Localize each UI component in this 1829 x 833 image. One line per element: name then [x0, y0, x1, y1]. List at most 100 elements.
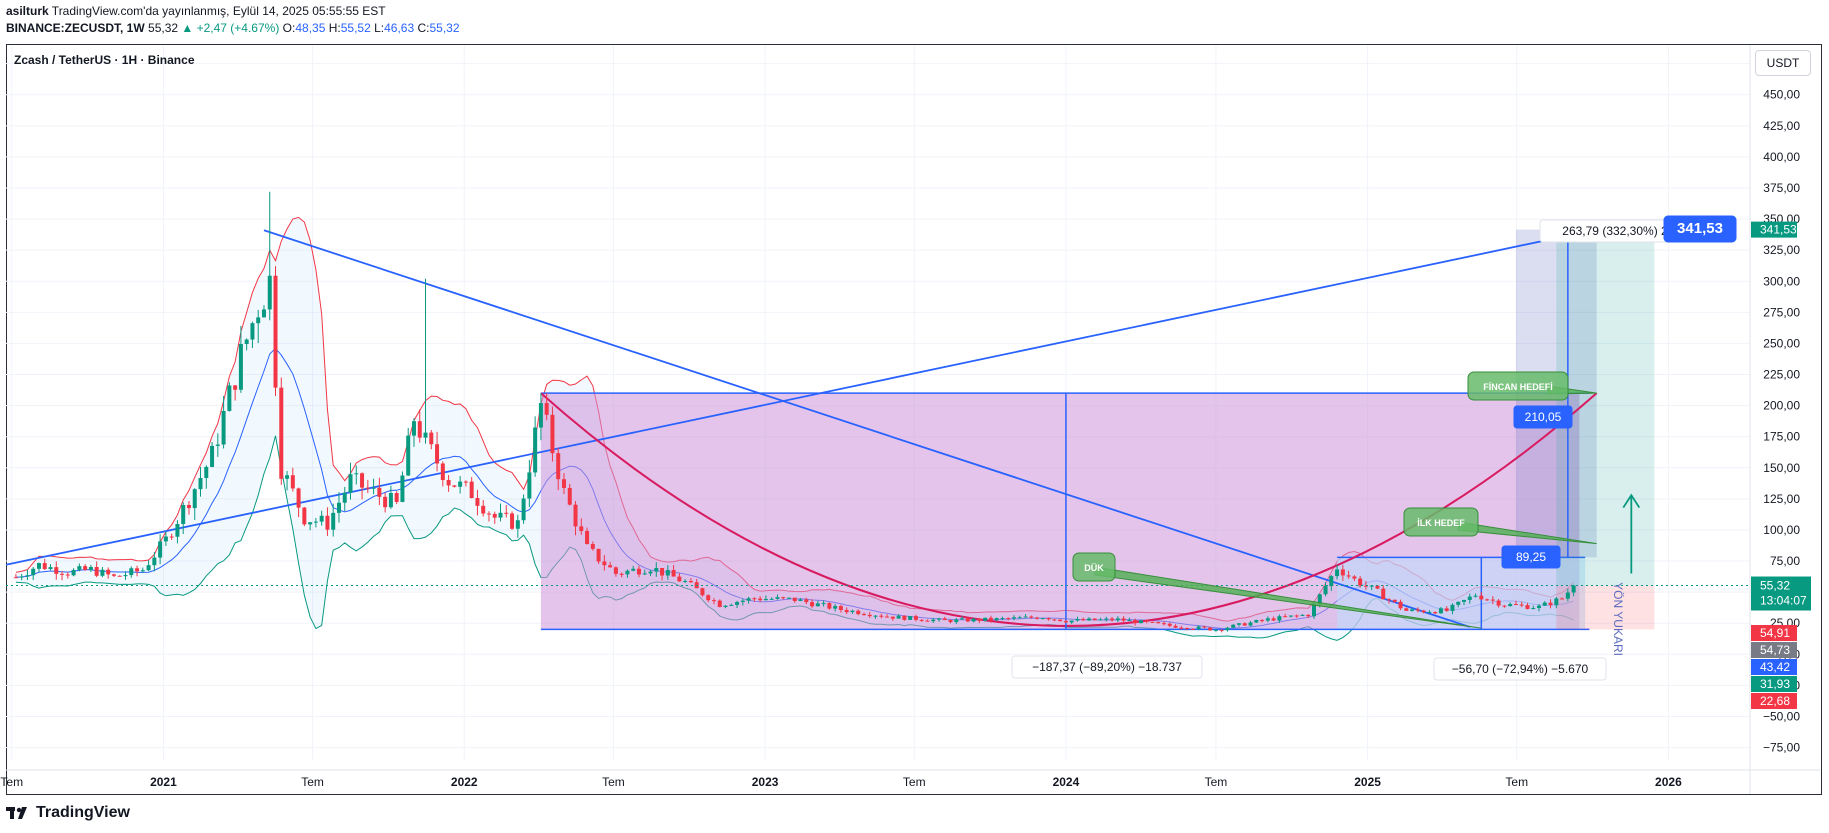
candle: [279, 377, 284, 485]
candle: [671, 564, 676, 577]
candle-body: [965, 618, 970, 622]
candle: [221, 396, 226, 449]
candle-body: [1000, 618, 1005, 620]
candle-body: [1398, 601, 1403, 609]
candle: [1433, 611, 1438, 615]
candle: [1144, 619, 1149, 624]
candle: [319, 510, 324, 526]
candle: [815, 600, 820, 607]
candle-body: [988, 617, 993, 621]
measure-big-label-text: −187,37 (−89,20%) −18.737: [1032, 660, 1182, 674]
candle: [925, 619, 930, 622]
candle: [683, 579, 688, 583]
candle-body: [238, 344, 243, 390]
candle-body: [960, 618, 965, 620]
candle: [1387, 598, 1392, 604]
candle-body: [763, 598, 768, 601]
candle-body: [504, 512, 509, 514]
candle: [1063, 619, 1068, 624]
candle: [1185, 627, 1190, 631]
candle-body: [723, 605, 728, 608]
candle-body: [1260, 620, 1265, 622]
x-tick-label: 2023: [752, 775, 779, 789]
candle: [1323, 582, 1328, 597]
candle: [1219, 629, 1224, 633]
candle-body: [117, 575, 122, 577]
author-name[interactable]: asilturk: [6, 4, 49, 18]
candle: [942, 616, 947, 621]
candle-body: [625, 570, 630, 575]
candle: [1294, 614, 1299, 618]
target-measure-label: 263,79 (332,30%) 2: [1539, 219, 1691, 243]
candle: [763, 595, 768, 601]
candle-body: [325, 515, 330, 530]
candle-body: [1283, 616, 1288, 618]
candle-body: [688, 581, 693, 583]
candle-body: [1369, 585, 1374, 587]
candle: [1161, 621, 1166, 626]
candle: [123, 571, 128, 580]
candle: [527, 459, 532, 507]
candle: [1335, 565, 1340, 580]
candle: [573, 501, 578, 536]
candle: [1046, 617, 1051, 621]
candle-body: [567, 487, 572, 505]
candle: [1404, 607, 1409, 611]
candle: [867, 612, 872, 618]
candle: [844, 607, 849, 614]
candle: [1248, 621, 1253, 627]
candle-body: [227, 385, 232, 411]
candle: [88, 564, 93, 573]
candle: [931, 617, 936, 623]
fincan-note-box: [1467, 371, 1569, 401]
candle: [342, 486, 347, 511]
candle: [215, 433, 220, 457]
candle: [285, 470, 290, 491]
fincan-note-text: FİNCAN HEDEFİ: [1483, 382, 1553, 392]
candle-body: [169, 536, 174, 538]
axis-price-tag-text: 22,68: [1760, 694, 1790, 708]
candle-body: [42, 563, 47, 570]
level-89-label: 89,25: [1501, 545, 1561, 569]
candle: [198, 466, 203, 497]
candle-body: [936, 618, 941, 620]
candle: [1167, 622, 1172, 628]
candle-body: [804, 599, 809, 603]
candle-body: [31, 568, 36, 576]
candle: [25, 569, 30, 581]
chart-subtitle: Zcash / TetherUS · 1H · Binance: [14, 53, 195, 67]
candle-body: [146, 565, 151, 571]
candle: [890, 616, 895, 621]
candle-body: [1404, 608, 1409, 611]
currency-button[interactable]: USDT: [1755, 50, 1811, 76]
candle: [175, 520, 180, 544]
candle: [1202, 625, 1207, 629]
y-tick-label: 425,00: [1763, 119, 1800, 133]
y-tick-label: 125,00: [1763, 492, 1800, 506]
tradingview-logo-icon[interactable]: [6, 806, 32, 820]
candle-body: [319, 515, 324, 522]
candle-body: [48, 567, 53, 570]
candle-body: [498, 512, 503, 518]
candle-body: [36, 563, 41, 569]
candle-body: [1161, 623, 1166, 625]
candle: [1473, 593, 1478, 598]
candle: [186, 500, 191, 515]
footer-brand[interactable]: TradingView: [36, 804, 130, 821]
candle: [625, 569, 630, 578]
candle-body: [706, 595, 711, 601]
candle: [740, 598, 745, 606]
candle: [1115, 616, 1120, 623]
candle-body: [1110, 618, 1115, 621]
footer: TradingView: [6, 804, 130, 822]
candle: [1017, 615, 1022, 619]
fincan-note: FİNCAN HEDEFİ: [1467, 371, 1597, 401]
candle-body: [1150, 621, 1155, 623]
candle: [792, 597, 797, 603]
candle: [1208, 627, 1213, 631]
candle-body: [423, 432, 428, 438]
candle-body: [1006, 618, 1011, 620]
candle-body: [486, 513, 491, 515]
candle-body: [65, 574, 70, 576]
